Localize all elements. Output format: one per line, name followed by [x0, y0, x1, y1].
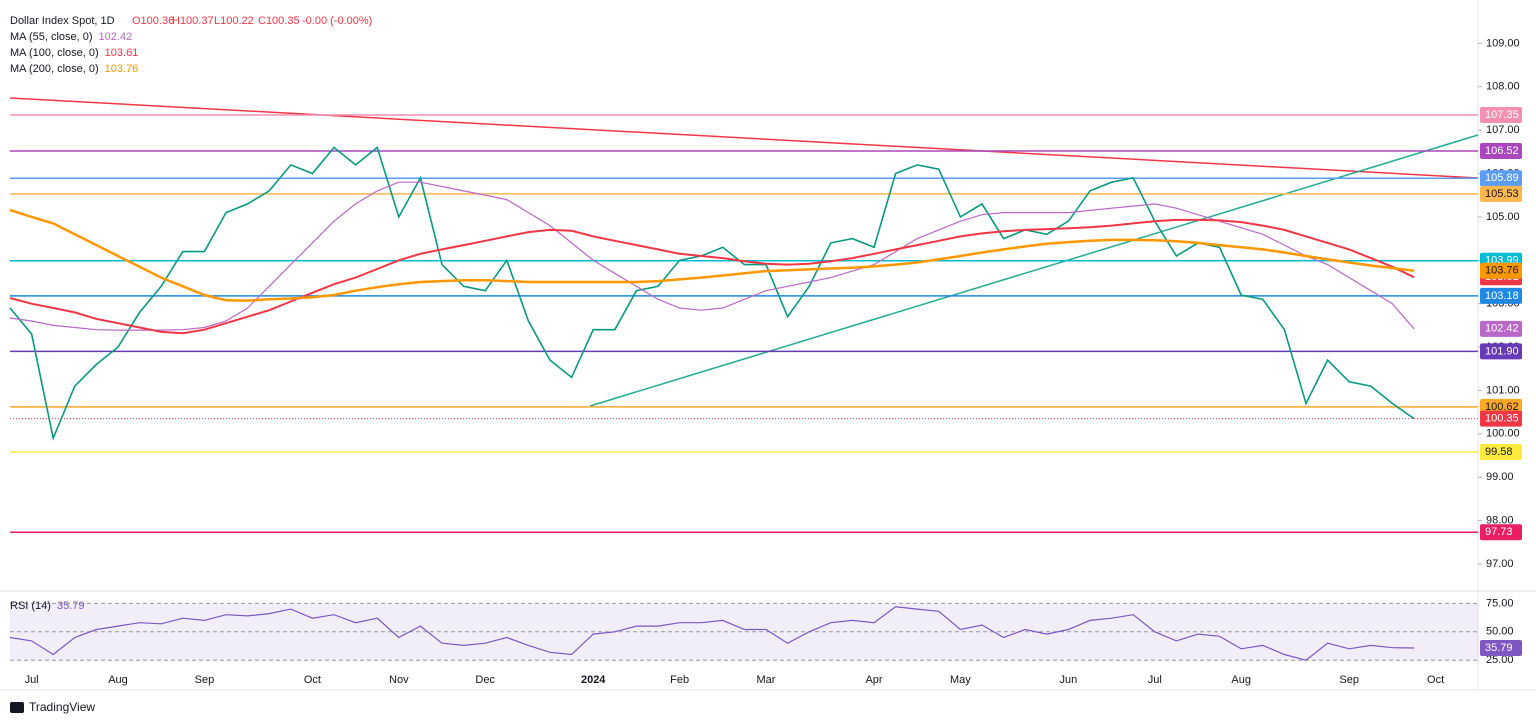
- last-price-badge-label: 100.35: [1485, 413, 1519, 425]
- x-tick-label: May: [950, 674, 971, 686]
- ohlc-change: -0.00 (-0.00%): [302, 15, 372, 27]
- y-tick-label: 99.00: [1486, 471, 1514, 483]
- price-line: [9, 146, 1415, 441]
- x-tick-label: Apr: [865, 674, 882, 686]
- legend-name: MA (55, close, 0): [10, 31, 93, 43]
- source: TradingView: [29, 700, 95, 714]
- ma-value-badge-label: 103.76: [1485, 265, 1519, 277]
- level-badge: [1480, 343, 1522, 360]
- x-tick-label: Oct: [304, 674, 321, 686]
- legend-value: 35.79: [57, 600, 85, 612]
- symbol-title: Dollar Index Spot, 1D: [10, 15, 115, 27]
- x-tick-label: Dec: [475, 674, 495, 686]
- x-tick-label: Jul: [25, 674, 39, 686]
- x-tick-label: Jul: [1148, 674, 1162, 686]
- y-tick-label: 108.00: [1486, 81, 1520, 93]
- level-badge-label: 106.52: [1485, 145, 1519, 157]
- x-tick-label: Aug: [1231, 674, 1251, 686]
- y-tick-label: 109.00: [1486, 37, 1520, 49]
- level-badge-label: 105.53: [1485, 188, 1519, 200]
- ma-line: [9, 208, 1415, 302]
- legend-value: 102.42: [99, 31, 133, 43]
- ohlc-open: O100.36: [132, 15, 174, 27]
- x-tick-label: Mar: [757, 674, 776, 686]
- rsi-tick-label: 50.00: [1486, 626, 1514, 638]
- rsi-value-badge-label: 35.79: [1485, 642, 1513, 654]
- legend: Dollar Index Spot, 1D O100.36 H100.37 L1…: [10, 15, 372, 27]
- legend-value: 103.76: [105, 63, 139, 75]
- x-tick-label: Sep: [1339, 674, 1359, 686]
- ma-value-badge: [1480, 320, 1522, 337]
- y-tick-label: 97.00: [1486, 558, 1514, 570]
- footer: TradingView: [10, 700, 95, 714]
- rsi-tick-label: 25.00: [1486, 654, 1514, 666]
- y-tick-label: 100.00: [1486, 428, 1520, 440]
- level-badge-label: 100.62: [1485, 401, 1519, 413]
- legend-name: RSI (14): [10, 600, 51, 612]
- legend-name: MA (100, close, 0): [10, 47, 99, 59]
- level-badge-label: 107.35: [1485, 109, 1519, 121]
- trendline-down: [9, 97, 1479, 179]
- level-badge-label: 101.90: [1485, 345, 1519, 357]
- level-badge-label: 103.18: [1485, 290, 1519, 302]
- ma-line: [9, 181, 1415, 331]
- level-badge: [1480, 142, 1522, 159]
- rsi-band: [10, 603, 1478, 661]
- ohlc-low: L100.22: [214, 15, 254, 27]
- x-tick-label: Jun: [1060, 674, 1078, 686]
- ma-value-badge-label: 102.42: [1485, 323, 1519, 335]
- level-badge: [1480, 106, 1522, 123]
- x-tick-label: Nov: [389, 674, 409, 686]
- legend-name: MA (200, close, 0): [10, 63, 99, 75]
- x-tick-label: Sep: [195, 674, 215, 686]
- x-tick-label: Oct: [1427, 674, 1444, 686]
- rsi-tick-label: 75.00: [1486, 597, 1514, 609]
- rsi-line: [9, 606, 1415, 661]
- y-tick-label: 101.00: [1486, 384, 1520, 396]
- legend-value: 103.61: [105, 47, 139, 59]
- ma-line: [9, 218, 1415, 335]
- trendline-up: [589, 134, 1479, 407]
- level-badge: [1480, 524, 1522, 541]
- level-badge: [1480, 287, 1522, 304]
- y-tick-label: 107.00: [1486, 124, 1520, 136]
- level-badge: [1480, 170, 1522, 187]
- level-badge-label: 105.89: [1485, 172, 1519, 184]
- ohlc-close: C100.35: [258, 15, 300, 27]
- ma-value-badge: [1480, 262, 1522, 279]
- y-tick-label: 98.00: [1486, 514, 1514, 526]
- y-tick-label: 105.00: [1486, 211, 1520, 223]
- x-tick-label: Aug: [108, 674, 128, 686]
- level-badge-label: 99.58: [1485, 446, 1513, 458]
- ohlc-high: H100.37: [172, 15, 214, 27]
- rsi-value-badge: [1480, 639, 1522, 656]
- last-price-badge: [1480, 410, 1522, 427]
- logo: [10, 702, 24, 713]
- level-badge: [1480, 185, 1522, 202]
- level-badge: [1480, 444, 1522, 461]
- x-tick-label: 2024: [581, 674, 606, 686]
- x-tick-label: Feb: [670, 674, 689, 686]
- level-badge-label: 97.73: [1485, 526, 1513, 538]
